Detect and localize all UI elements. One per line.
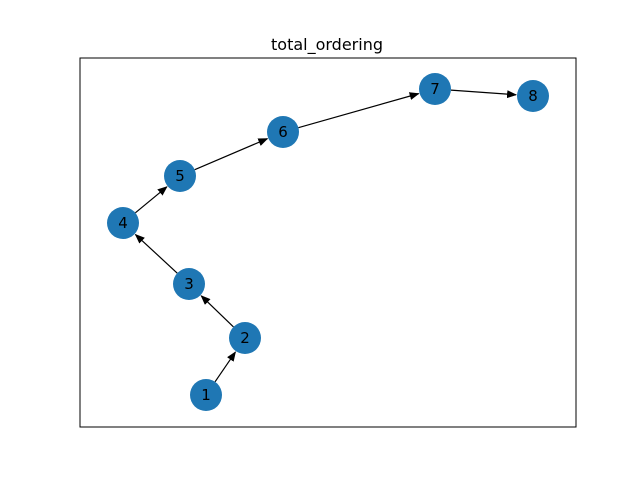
node-3: 3 <box>173 268 205 300</box>
node-circle <box>267 116 299 148</box>
edge-layer <box>134 89 518 383</box>
plot-frame <box>79 57 577 428</box>
node-circle <box>229 322 261 354</box>
node-label: 3 <box>184 275 194 293</box>
edge-6-7 <box>298 92 420 129</box>
edge-4-5 <box>134 186 168 214</box>
edge-1-2 <box>214 351 236 383</box>
edge-5-6 <box>194 138 269 171</box>
edge-7-8 <box>450 89 518 99</box>
node-layer: 1 2 3 4 5 6 7 8 <box>107 73 549 411</box>
node-label: 8 <box>528 87 538 105</box>
node-circle <box>164 160 196 192</box>
node-8: 8 <box>517 80 549 112</box>
edge-2-3 <box>200 295 234 328</box>
edge-3-4 <box>134 233 178 274</box>
node-circle <box>107 207 139 239</box>
node-label: 7 <box>430 80 440 98</box>
node-label: 5 <box>175 167 185 185</box>
node-circle <box>517 80 549 112</box>
node-6: 6 <box>267 116 299 148</box>
node-2: 2 <box>229 322 261 354</box>
node-label: 6 <box>278 123 288 141</box>
node-circle <box>173 268 205 300</box>
node-circle <box>419 73 451 105</box>
node-label: 1 <box>201 386 211 404</box>
node-1: 1 <box>190 379 222 411</box>
node-label: 2 <box>240 329 250 347</box>
node-4: 4 <box>107 207 139 239</box>
diagram-title: total_ordering <box>271 35 383 55</box>
node-7: 7 <box>419 73 451 105</box>
node-circle <box>190 379 222 411</box>
node-5: 5 <box>164 160 196 192</box>
node-label: 4 <box>118 214 128 232</box>
